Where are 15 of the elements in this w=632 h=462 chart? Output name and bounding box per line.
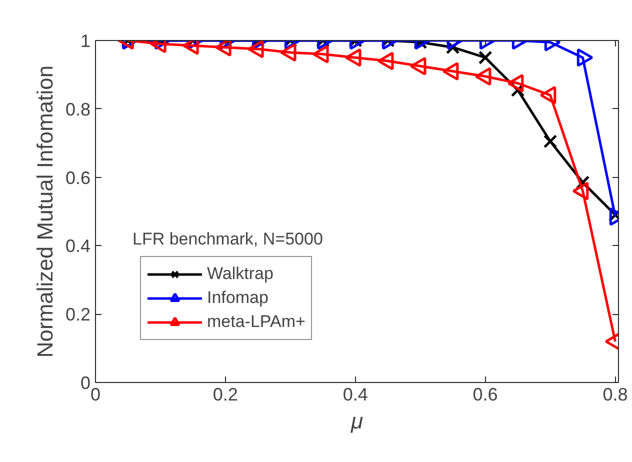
y-tick-label: 0.2 xyxy=(65,304,91,325)
x-axis-title: μ xyxy=(350,408,364,434)
y-tick-label: 0.8 xyxy=(65,99,91,120)
legend-label: Infomap xyxy=(207,287,268,309)
legend-label: Walktrap xyxy=(207,263,274,285)
legend-label: meta-LPAm+ xyxy=(207,311,306,333)
x-tick-label: 0.6 xyxy=(472,384,498,404)
x-tick-label: 0.4 xyxy=(342,384,368,404)
y-tick-label: 0.4 xyxy=(65,236,91,256)
y-tick-label: 0.6 xyxy=(65,168,91,188)
x-tick-label: 0.2 xyxy=(212,384,238,404)
legend-title: LFR benchmark, N=5000 xyxy=(132,230,323,248)
x-tick-label: 0.8 xyxy=(602,384,628,404)
y-axis-title: Normalized Mutual Infomation xyxy=(32,65,58,358)
y-tick-label: 1 xyxy=(80,31,91,51)
